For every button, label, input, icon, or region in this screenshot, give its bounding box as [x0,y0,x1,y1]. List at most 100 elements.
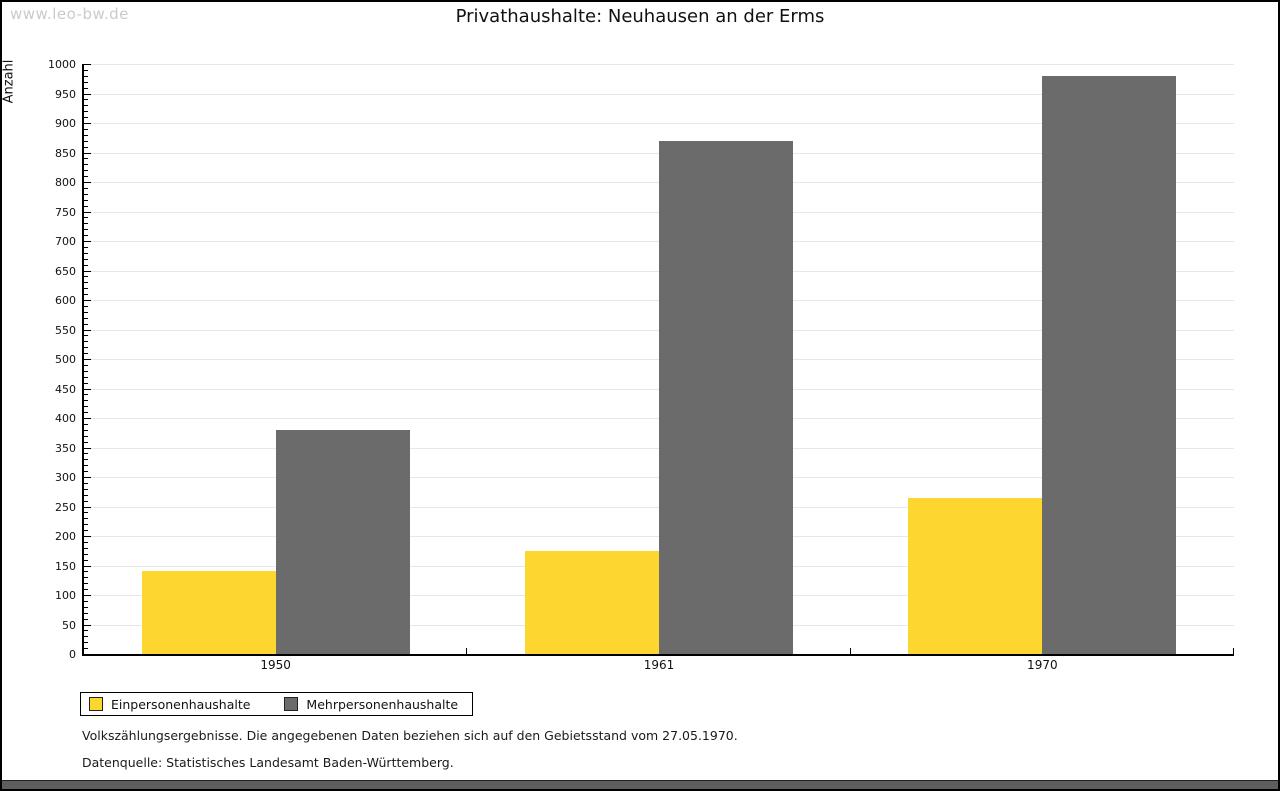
y-axis-minor-tick [84,406,88,408]
y-axis-major-tick [84,182,91,183]
y-axis-minor-tick [84,140,88,142]
x-axis-category-label: 1961 [643,658,675,672]
y-axis-minor-tick [84,429,88,431]
y-axis-major-tick [84,477,91,478]
y-axis-minor-tick [84,193,88,195]
y-axis-minor-tick [84,69,88,71]
y-axis-minor-tick [84,642,88,644]
y-axis-minor-tick [84,282,88,284]
y-axis-minor-tick [84,630,88,632]
y-axis-minor-tick [84,547,88,549]
y-axis-minor-tick [84,400,88,402]
y-axis-minor-tick [84,323,88,325]
y-axis-minor-tick [84,589,88,591]
y-axis-major-tick [84,270,91,272]
y-axis-minor-tick [84,347,88,349]
y-axis-minor-tick [84,294,88,296]
y-axis-major-tick [84,329,91,331]
y-axis-minor-tick [84,134,88,136]
y-axis-major-tick [84,123,91,124]
y-axis-minor-tick [84,276,88,278]
y-axis-minor-tick [84,199,88,201]
bar-1961-mehrpersonenhaushalte [659,140,793,654]
y-axis-minor-tick [84,353,88,355]
y-axis-major-tick [84,152,91,154]
y-axis-minor-tick [84,311,88,313]
y-axis-minor-tick [84,471,88,473]
bar-1950-mehrpersonenhaushalte [275,429,410,654]
y-axis-major-tick [84,595,91,596]
legend-label: Mehrpersonenhaushalte [306,696,459,712]
y-axis-minor-tick [84,305,88,307]
y-axis-minor-tick [84,500,88,502]
y-axis-minor-tick [84,341,88,343]
gridline [84,93,1234,95]
y-axis-minor-tick [84,541,88,543]
x-axis-tick [849,648,851,654]
y-axis-tick-label: 200 [55,530,76,543]
y-axis-minor-tick [84,376,88,378]
gridline [84,64,1234,65]
y-axis-minor-tick [84,553,88,555]
y-axis-minor-tick [84,235,88,237]
y-axis-tick-label: 1000 [48,58,76,71]
plot-area: 0 50 100 150 200 250 300 350 400 450 500 550 600 650 7… [48,58,1234,672]
y-axis-minor-tick [84,524,88,526]
y-axis-minor-tick [84,264,88,266]
y-axis-major-tick [84,241,91,242]
y-axis-title: Anzahl [1,59,17,104]
bar-1970-mehrpersonenhaushalte [1042,75,1177,654]
y-axis-tick-label: 650 [55,264,76,278]
x-axis-category-label: 1970 [1027,658,1058,672]
legend-swatch-einpersonenhaushalte [89,697,103,711]
bar-1961-einpersonenhaushalte [525,550,659,654]
y-axis-minor-tick [84,435,88,437]
y-axis-minor-tick [84,164,88,166]
y-axis-tick-label: 900 [55,117,76,130]
y-axis-minor-tick [84,518,88,520]
y-axis-major-tick [84,388,91,390]
legend: Einpersonenhaushalte Mehrpersonenhaushal… [80,692,474,716]
y-axis-minor-tick [84,229,88,231]
y-axis-minor-tick [84,612,88,614]
y-axis-minor-tick [84,146,88,148]
y-axis-major-tick [84,93,91,95]
bar-1970-einpersonenhaushalte [908,497,1043,654]
y-axis-minor-tick [84,117,88,119]
y-axis-tick-label: 0 [69,648,76,661]
y-axis-minor-tick [84,170,88,172]
y-axis-minor-tick [84,288,88,290]
y-axis-minor-tick [84,75,88,77]
y-axis-tick-label: 700 [55,235,76,248]
footnote-source-note: Volkszählungsergebnisse. Die angegebenen… [82,728,738,743]
gridline [84,123,1234,124]
y-axis-tick-label: 550 [55,323,76,337]
y-axis-tick-label: 100 [55,589,76,602]
y-axis-minor-tick [84,494,88,496]
y-axis-major-tick [84,536,91,537]
legend-swatch-mehrpersonenhaushalte [284,697,299,711]
y-axis-major-tick [84,211,91,213]
y-axis-minor-tick [84,459,88,461]
y-axis-major-tick [84,418,91,419]
y-axis-minor-tick [84,217,88,219]
y-axis-minor-tick [84,559,88,561]
y-axis-tick-label: 600 [55,294,76,307]
y-axis-minor-tick [84,453,88,455]
page-title: Privathaushalte: Neuhausen an der Erms [455,6,825,27]
x-axis-tick [1233,648,1234,654]
legend-item: Einpersonenhaushalte [89,697,250,712]
y-axis-major-tick [84,447,91,449]
y-axis-minor-tick [84,158,88,160]
y-axis-minor-tick [84,512,88,514]
y-axis-minor-tick [84,606,88,608]
y-axis-minor-tick [84,488,88,490]
y-axis-major-tick [84,300,91,301]
y-axis-major-tick [84,64,91,65]
y-axis-minor-tick [84,176,88,178]
y-axis-tick-label: 350 [55,441,76,455]
y-axis-major-tick [84,624,91,626]
y-axis-minor-tick [84,223,88,225]
y-axis-tick-label: 300 [55,471,76,484]
